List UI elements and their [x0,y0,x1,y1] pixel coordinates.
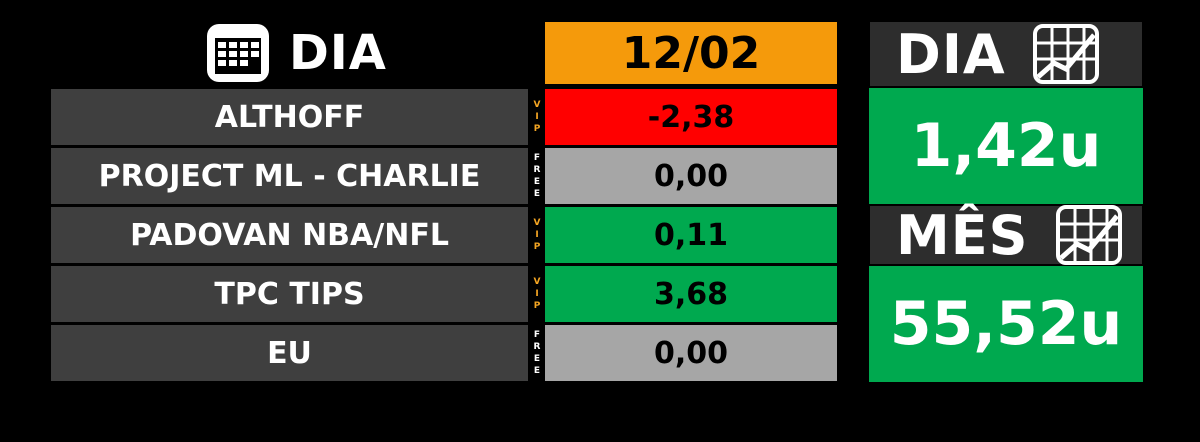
tipster-name: EU [51,325,528,381]
tipster-name: ALTHOFF [51,89,528,145]
month-total: 55,52u [869,266,1143,382]
month-summary-header: MÊS [870,203,1142,267]
day-total: 1,42u [869,88,1143,204]
tipster-name: TPC TIPS [51,266,528,322]
tipster-name: PROJECT ML - CHARLIE [51,148,528,204]
month-summary-label: MÊS [896,203,1029,267]
day-summary-label: DIA [896,22,1006,86]
tipster-value: 0,11 [545,207,837,263]
tipster-value: -2,38 [545,89,837,145]
tipster-value: 3,68 [545,266,837,322]
day-header: DIA [205,20,387,86]
tipster-value: 0,00 [545,325,837,381]
chart-icon [1032,24,1099,84]
day-title: DIA [289,25,387,81]
calendar-icon [207,24,269,82]
date-display: 12/02 [545,22,837,84]
chart-icon [1055,205,1122,265]
tipster-name: PADOVAN NBA/NFL [51,207,528,263]
day-summary-header: DIA [870,22,1142,86]
tipster-value: 0,00 [545,148,837,204]
